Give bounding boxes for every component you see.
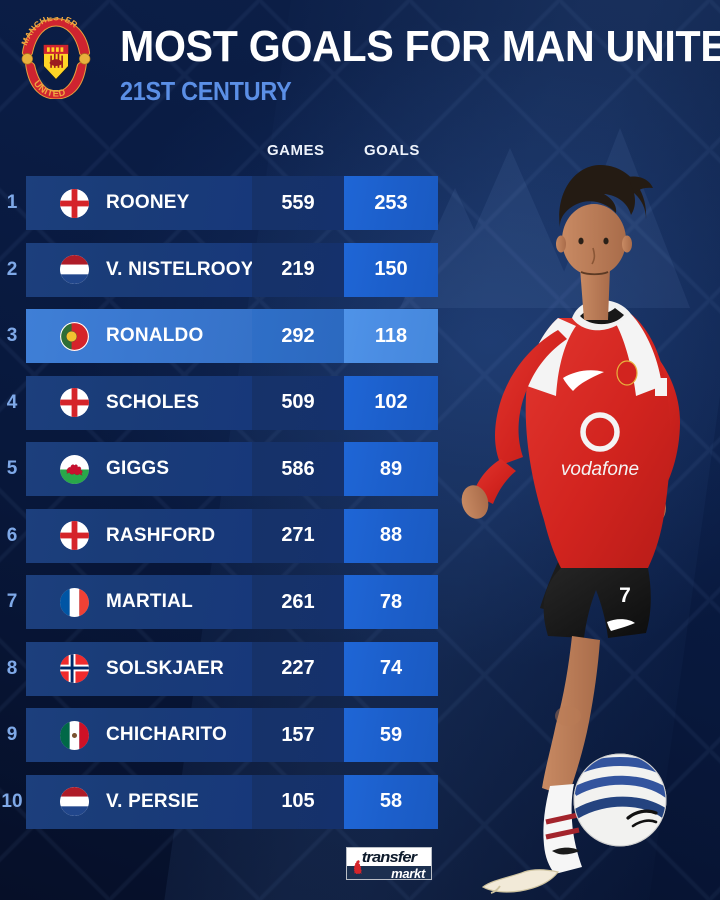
svg-text:7: 7 (619, 584, 631, 607)
svg-text:vodafone: vodafone (561, 459, 639, 480)
